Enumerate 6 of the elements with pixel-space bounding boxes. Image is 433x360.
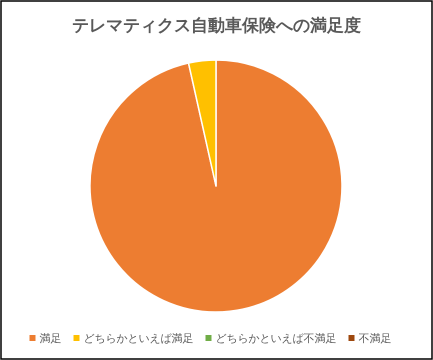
pie-slice bbox=[89, 59, 343, 313]
legend-label: 満足 bbox=[40, 332, 62, 345]
legend-label: 不満足 bbox=[358, 332, 392, 345]
legend-label: どちらかといえば満足 bbox=[84, 332, 194, 345]
legend-label: どちらかといえば不満足 bbox=[216, 332, 336, 345]
chart-title: テレマティクス自動車保険への満足度 bbox=[72, 16, 361, 36]
